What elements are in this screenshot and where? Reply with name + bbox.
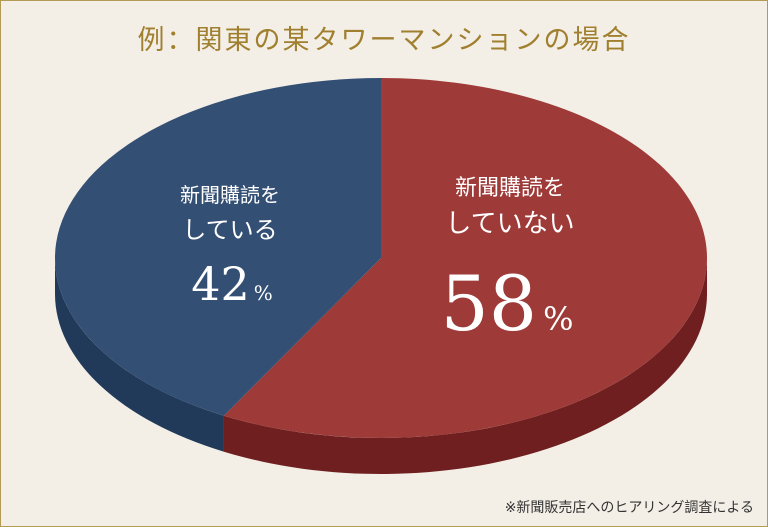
slice-value-number: 58	[440, 259, 537, 348]
chart-title: 例：関東の某タワーマンションの場合	[137, 25, 631, 56]
slice-value-number: 42	[191, 257, 250, 311]
slice-label-subscribing-line2: している	[182, 216, 277, 244]
pie-side-subscribe	[223, 258, 707, 475]
pie-side-not-subscribe	[55, 258, 224, 452]
slice-value-not-subscribing: 58%	[440, 259, 573, 348]
slice-value-unit: %	[254, 281, 273, 305]
slice-label-not-subscribing-line1: 新聞購読を	[455, 176, 565, 201]
slice-label-not-subscribing-line2: していない	[445, 209, 574, 239]
pie-slice-not-subscribing	[223, 78, 707, 439]
pie-slice-subscribing	[54, 77, 382, 416]
slice-value-unit: %	[543, 300, 573, 338]
slice-value-subscribing: 42%	[191, 257, 273, 311]
slice-label-subscribing-line1: 新聞購読を	[180, 183, 280, 207]
source-note: ※新聞販売店へのヒアリング調査による	[504, 500, 754, 516]
